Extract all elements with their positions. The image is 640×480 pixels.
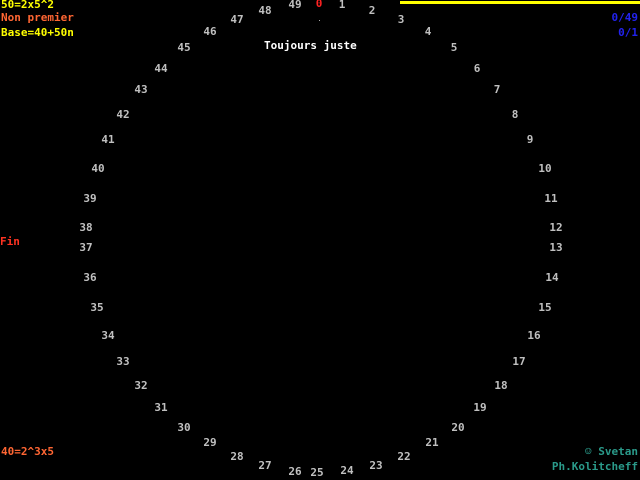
dial-number-28[interactable]: 28: [230, 450, 244, 463]
dial-number-47[interactable]: 47: [230, 13, 244, 26]
dial-number-34[interactable]: 34: [101, 329, 115, 342]
end-button[interactable]: Fin: [0, 235, 20, 248]
credit-author-2: Ph.Kolitcheff: [551, 460, 638, 473]
dial-number-30[interactable]: 30: [177, 421, 191, 434]
dial-number-49[interactable]: 49: [288, 0, 302, 11]
dial-number-11[interactable]: 11: [544, 192, 558, 205]
dial-number-41[interactable]: 41: [101, 133, 115, 146]
dial-number-22[interactable]: 22: [397, 450, 411, 463]
base-text: Base=40+50n: [1, 26, 74, 39]
dial-number-3[interactable]: 3: [397, 13, 405, 26]
progress-bar: [400, 1, 640, 4]
dial-number-5[interactable]: 5: [450, 41, 458, 54]
score-text: 0/49: [611, 11, 639, 24]
message-text: Toujours juste: [264, 39, 357, 52]
dial-number-0[interactable]: 0: [315, 0, 323, 10]
dial-number-35[interactable]: 35: [90, 301, 104, 314]
dial-number-9[interactable]: 9: [526, 133, 534, 146]
dial-number-45[interactable]: 45: [177, 41, 191, 54]
dial-number-48[interactable]: 48: [258, 4, 272, 17]
dial-number-12[interactable]: 12: [549, 221, 563, 234]
dial-number-18[interactable]: 18: [494, 379, 508, 392]
ratio-text: 0/1: [618, 26, 638, 39]
dial-number-19[interactable]: 19: [473, 401, 487, 414]
dial-number-38[interactable]: 38: [79, 221, 93, 234]
dial-number-7[interactable]: 7: [493, 83, 501, 96]
dial-number-2[interactable]: 2: [368, 4, 376, 17]
dial-number-32[interactable]: 32: [134, 379, 148, 392]
dial-number-6[interactable]: 6: [473, 62, 481, 75]
dial-number-26[interactable]: 26: [288, 465, 302, 478]
dial-number-31[interactable]: 31: [154, 401, 168, 414]
dial-number-29[interactable]: 29: [203, 436, 217, 449]
dial-number-24[interactable]: 24: [340, 464, 354, 477]
center-dot: [319, 20, 320, 21]
dial-number-46[interactable]: 46: [203, 25, 217, 38]
dial-number-1[interactable]: 1: [338, 0, 346, 11]
dial-number-4[interactable]: 4: [424, 25, 432, 38]
dial-number-21[interactable]: 21: [425, 436, 439, 449]
dial-number-15[interactable]: 15: [538, 301, 552, 314]
dial-number-17[interactable]: 17: [512, 355, 526, 368]
dial-number-33[interactable]: 33: [116, 355, 130, 368]
dial-number-25[interactable]: 25: [310, 466, 324, 479]
dial-number-16[interactable]: 16: [527, 329, 541, 342]
bottom-factorization-text: 40=2^3x5: [1, 445, 54, 458]
dial-number-40[interactable]: 40: [91, 162, 105, 175]
factorization-text: 50=2x5^2: [1, 0, 54, 11]
dial-number-39[interactable]: 39: [83, 192, 97, 205]
primality-text: Non premier: [1, 11, 74, 24]
dial-number-10[interactable]: 10: [538, 162, 552, 175]
dial-number-44[interactable]: 44: [154, 62, 168, 75]
credit-author-1: ☺ Svetan: [585, 445, 638, 458]
dial-number-36[interactable]: 36: [83, 271, 97, 284]
dial-number-43[interactable]: 43: [134, 83, 148, 96]
dial-number-27[interactable]: 27: [258, 459, 272, 472]
dial-number-23[interactable]: 23: [369, 459, 383, 472]
dial-number-20[interactable]: 20: [451, 421, 465, 434]
dial-number-37[interactable]: 37: [79, 241, 93, 254]
dial-number-14[interactable]: 14: [545, 271, 559, 284]
dial-number-42[interactable]: 42: [116, 108, 130, 121]
dial-number-8[interactable]: 8: [511, 108, 519, 121]
dial-number-13[interactable]: 13: [549, 241, 563, 254]
